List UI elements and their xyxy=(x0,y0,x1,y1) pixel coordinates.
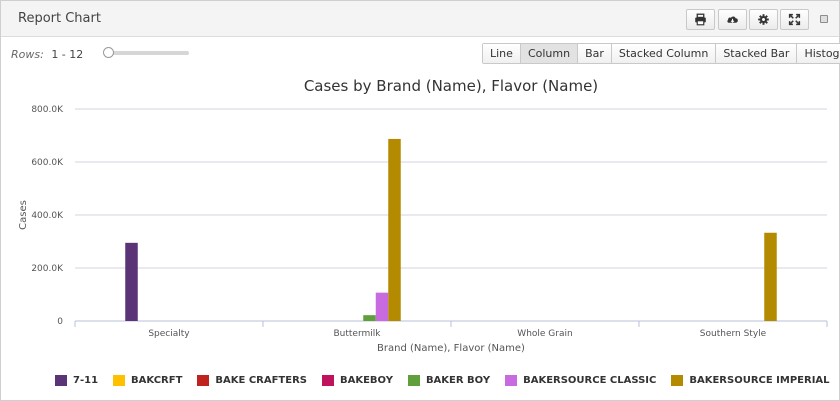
legend-label: BAKCRFT xyxy=(131,375,183,386)
rows-slider-track[interactable] xyxy=(107,51,189,55)
x-tick-label: Buttermilk xyxy=(334,329,382,339)
legend-swatch xyxy=(407,375,420,386)
chart-type-histogram-button[interactable]: Histogram xyxy=(797,44,840,63)
legend-label: BAKEBOY xyxy=(339,375,393,386)
chart-legend: 7-11 BAKCRFT BAKE CRAFTERS BAKEBOY BAKER BOY… xyxy=(55,375,840,386)
legend-swatch xyxy=(113,375,126,386)
legend-item[interactable]: BAKCRFT xyxy=(113,375,182,386)
chart-type-bar-button[interactable]: Bar xyxy=(578,44,612,63)
bar[interactable] xyxy=(363,315,376,321)
bar[interactable] xyxy=(375,292,389,321)
bar[interactable] xyxy=(388,138,401,321)
legend-swatch xyxy=(321,375,334,386)
legend-label: 7-11 xyxy=(73,375,99,386)
panel-header: Report Chart xyxy=(1,1,839,37)
y-tick-label: 200.0K xyxy=(31,264,64,274)
y-tick-label: 400.0K xyxy=(31,211,64,221)
legend-item[interactable]: BAKERSOURCE IMPERIAL xyxy=(671,375,830,386)
legend-label: BAKERSOURCE CLASSIC xyxy=(523,375,657,386)
bar[interactable] xyxy=(125,242,138,321)
chart-type-stacked-column-button[interactable]: Stacked Column xyxy=(611,44,717,63)
gear-icon xyxy=(758,14,769,25)
chart-type-selector: Line Column Bar Stacked Column Stacked Bar Hi… xyxy=(482,43,840,64)
settings-button[interactable] xyxy=(749,9,778,30)
x-tick-label: Whole Grain xyxy=(517,329,572,339)
y-tick-label: 800.0K xyxy=(31,105,64,115)
y-tick-label: 0 xyxy=(57,317,63,327)
legend-item[interactable]: BAKEBOY xyxy=(321,375,393,386)
legend-label: BAKERSOURCE IMPERIAL xyxy=(689,375,830,386)
x-tick-label: Specialty xyxy=(148,329,190,339)
rows-slider-handle[interactable] xyxy=(103,47,114,58)
chart-type-column-button[interactable]: Column xyxy=(520,44,579,63)
fullscreen-button[interactable] xyxy=(780,9,809,30)
chart-type-stacked-bar-button[interactable]: Stacked Bar xyxy=(716,44,798,63)
legend-label: BAKE CRAFTERS xyxy=(215,375,307,386)
chart-area: Cases by Brand (Name), Flavor (Name) 0 200… xyxy=(18,77,828,354)
legend-swatch xyxy=(197,375,210,386)
panel-title: Report Chart xyxy=(18,11,101,26)
chart-type-line-button[interactable]: Line xyxy=(483,44,521,63)
rows-range: Rows: 1 - 12 xyxy=(11,48,83,61)
print-button[interactable] xyxy=(686,9,715,30)
y-tick-label: 600.0K xyxy=(31,158,64,168)
chart-title: Cases by Brand (Name), Flavor (Name) xyxy=(304,77,598,95)
download-button[interactable] xyxy=(718,9,747,30)
legend-item[interactable]: BAKE CRAFTERS xyxy=(197,375,307,386)
expand-icon xyxy=(788,13,801,26)
cloud-download-icon xyxy=(727,16,738,23)
minimize-icon[interactable] xyxy=(820,15,828,23)
legend-label: BAKER BOY xyxy=(425,375,491,386)
legend-swatch xyxy=(55,375,67,386)
legend-item[interactable]: BAKERSOURCE CLASSIC xyxy=(505,375,656,386)
legend-item[interactable]: 7-11 xyxy=(55,375,98,386)
rows-label: Rows: xyxy=(11,48,44,61)
x-tick-label: Southern Style xyxy=(700,329,767,339)
bar[interactable] xyxy=(764,232,777,321)
legend-swatch xyxy=(505,375,518,386)
x-axis-label: Brand (Name), Flavor (Name) xyxy=(377,343,525,354)
legend-item[interactable]: BAKER BOY xyxy=(407,375,491,386)
y-axis-label: Cases xyxy=(18,200,29,230)
rows-value: 1 - 12 xyxy=(51,48,84,61)
print-icon xyxy=(695,13,706,26)
legend-swatch xyxy=(671,375,684,386)
